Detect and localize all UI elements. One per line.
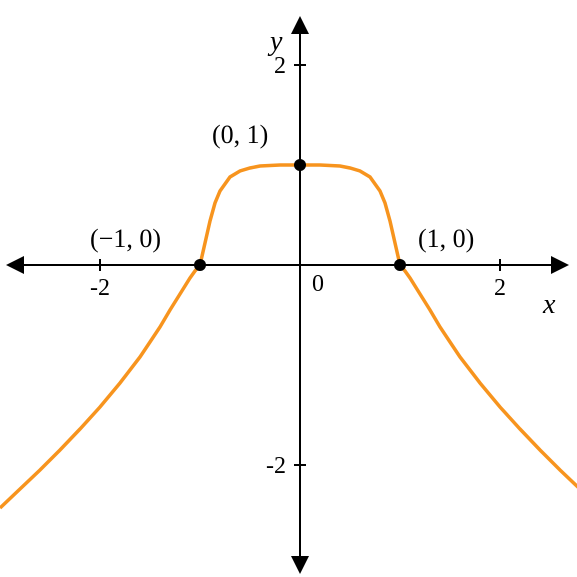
- x-axis-arrow-left: [6, 256, 24, 274]
- origin-label: 0: [312, 271, 324, 297]
- curve: [0, 165, 577, 508]
- point-label: (1, 0): [418, 224, 474, 253]
- point-label: (0, 1): [212, 120, 268, 149]
- marked-point: [394, 259, 406, 271]
- marked-point: [194, 259, 206, 271]
- function-graph: -222-20yx(−1, 0)(0, 1)(1, 0): [0, 0, 577, 577]
- point-label: (−1, 0): [90, 224, 161, 253]
- y-axis-arrow-up: [291, 16, 309, 34]
- x-tick-label: 2: [494, 275, 506, 301]
- y-axis-arrow-down: [291, 556, 309, 574]
- y-axis-label: y: [267, 26, 283, 57]
- x-axis-label: x: [542, 289, 556, 320]
- y-tick-label: -2: [266, 453, 286, 479]
- x-tick-label: -2: [90, 275, 110, 301]
- marked-point: [294, 159, 306, 171]
- x-axis-arrow-right: [551, 256, 569, 274]
